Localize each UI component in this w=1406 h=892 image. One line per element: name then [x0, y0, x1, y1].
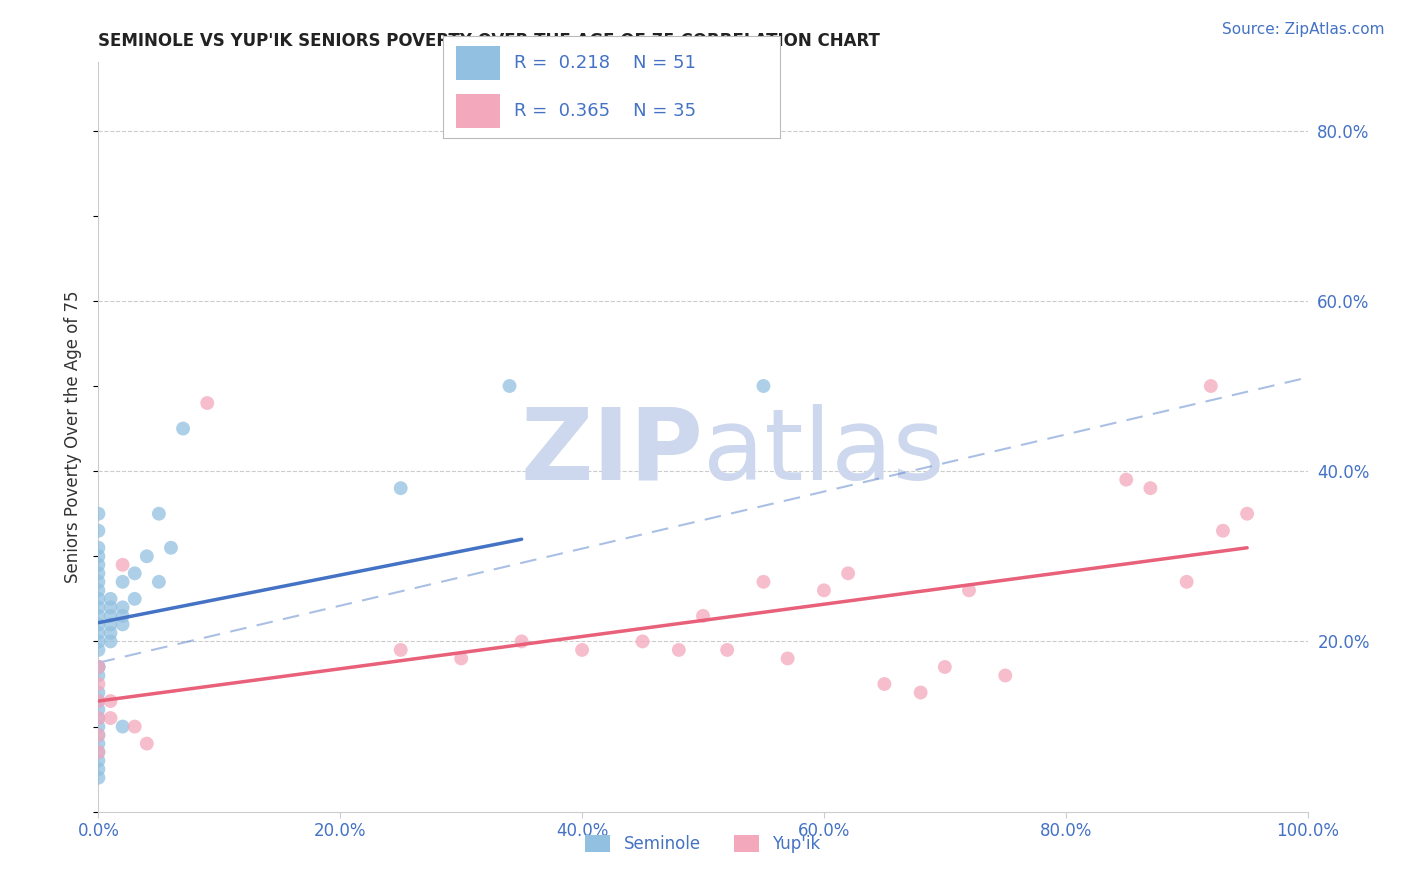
Point: [135, 737, 157, 751]
Point: [124, 591, 146, 606]
Point: [692, 608, 714, 623]
Point: [389, 643, 412, 657]
Point: [934, 660, 956, 674]
Point: [124, 720, 146, 734]
Point: [111, 617, 134, 632]
Point: [87, 754, 110, 768]
Point: [873, 677, 896, 691]
Point: [752, 574, 775, 589]
Point: [172, 421, 194, 435]
Point: [135, 549, 157, 564]
Point: [87, 660, 110, 674]
Point: [111, 608, 134, 623]
Point: [87, 694, 110, 708]
Point: [837, 566, 859, 581]
Point: [160, 541, 183, 555]
Y-axis label: Seniors Poverty Over the Age of 75: Seniors Poverty Over the Age of 75: [65, 291, 83, 583]
Point: [87, 524, 110, 538]
Point: [111, 720, 134, 734]
Point: [668, 643, 690, 657]
Point: [87, 558, 110, 572]
Point: [100, 694, 122, 708]
Point: [87, 541, 110, 555]
Point: [87, 668, 110, 682]
Point: [450, 651, 472, 665]
Point: [100, 600, 122, 615]
Point: [1236, 507, 1258, 521]
Point: [100, 591, 122, 606]
Point: [100, 626, 122, 640]
Point: [87, 711, 110, 725]
Text: R =  0.365    N = 35: R = 0.365 N = 35: [513, 102, 696, 120]
Point: [100, 617, 122, 632]
Point: [87, 660, 110, 674]
Point: [87, 737, 110, 751]
Point: [124, 566, 146, 581]
Point: [87, 566, 110, 581]
Point: [87, 591, 110, 606]
Text: SEMINOLE VS YUP'IK SENIORS POVERTY OVER THE AGE OF 75 CORRELATION CHART: SEMINOLE VS YUP'IK SENIORS POVERTY OVER …: [98, 32, 880, 50]
Point: [87, 600, 110, 615]
Point: [776, 651, 799, 665]
Point: [957, 583, 980, 598]
Point: [87, 608, 110, 623]
Point: [148, 507, 170, 521]
Point: [87, 745, 110, 759]
Point: [87, 728, 110, 742]
Text: ZIP: ZIP: [520, 403, 703, 500]
Point: [87, 617, 110, 632]
Point: [148, 574, 170, 589]
Text: R =  0.218    N = 51: R = 0.218 N = 51: [513, 54, 696, 72]
Point: [87, 643, 110, 657]
Point: [571, 643, 593, 657]
Point: [510, 634, 533, 648]
Point: [87, 574, 110, 589]
Point: [389, 481, 412, 495]
Point: [111, 574, 134, 589]
Point: [87, 660, 110, 674]
Point: [100, 634, 122, 648]
Point: [813, 583, 835, 598]
Point: [1115, 473, 1137, 487]
Text: Source: ZipAtlas.com: Source: ZipAtlas.com: [1222, 22, 1385, 37]
Point: [87, 728, 110, 742]
Point: [87, 745, 110, 759]
Point: [87, 720, 110, 734]
Point: [716, 643, 738, 657]
Point: [752, 379, 775, 393]
Point: [87, 677, 110, 691]
Point: [994, 668, 1017, 682]
Point: [87, 685, 110, 699]
Point: [87, 634, 110, 648]
Point: [87, 583, 110, 598]
Legend: Seminole, Yup'ik: Seminole, Yup'ik: [579, 828, 827, 860]
Point: [87, 702, 110, 716]
Point: [87, 771, 110, 785]
Point: [1175, 574, 1198, 589]
Point: [1199, 379, 1222, 393]
Point: [87, 694, 110, 708]
Point: [631, 634, 654, 648]
Point: [87, 762, 110, 776]
Point: [910, 685, 932, 699]
FancyBboxPatch shape: [457, 95, 501, 128]
Point: [498, 379, 520, 393]
FancyBboxPatch shape: [457, 46, 501, 79]
Point: [87, 626, 110, 640]
Point: [87, 660, 110, 674]
Point: [111, 600, 134, 615]
Point: [87, 711, 110, 725]
Point: [195, 396, 218, 410]
Text: atlas: atlas: [703, 403, 945, 500]
Point: [1139, 481, 1161, 495]
Point: [111, 558, 134, 572]
Point: [100, 608, 122, 623]
Point: [87, 507, 110, 521]
Point: [100, 711, 122, 725]
Point: [87, 549, 110, 564]
Point: [1212, 524, 1234, 538]
